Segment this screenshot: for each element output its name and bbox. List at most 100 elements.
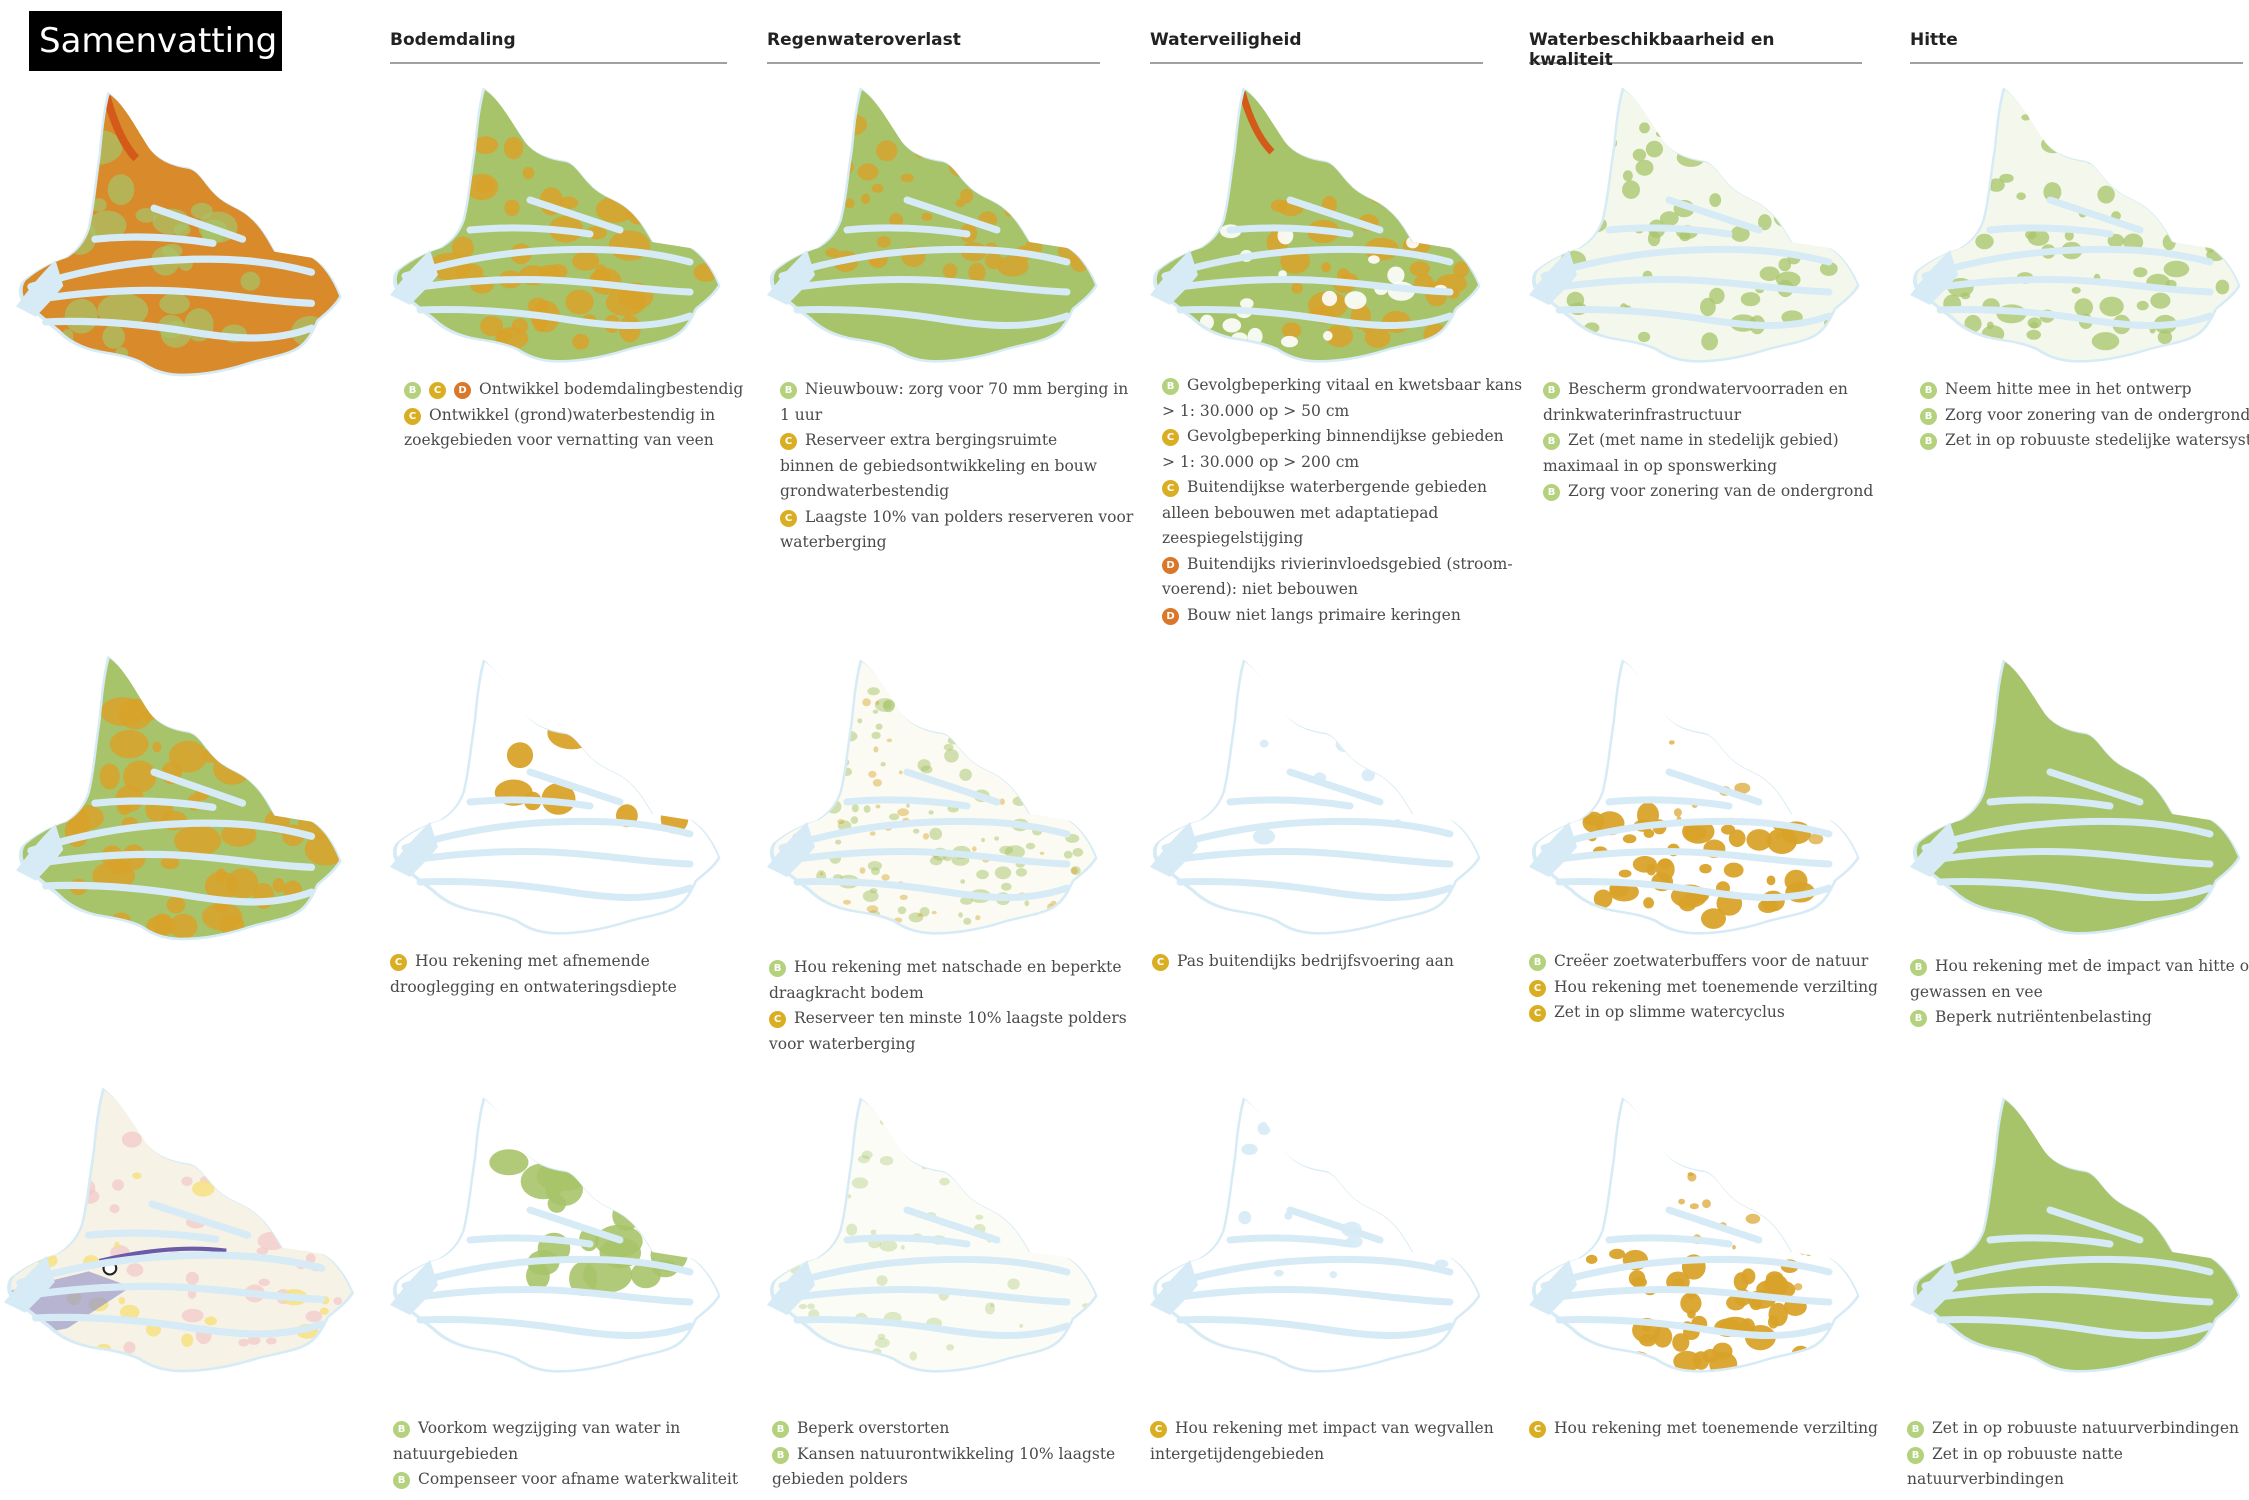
- category-badge-icon: C: [1162, 480, 1179, 497]
- legend-line: D Buitendijks rivierinvloedsgebied (stroo…: [1162, 552, 1522, 578]
- legend-text: 1 uur: [780, 405, 823, 424]
- legend-line: B Bescherm grondwatervoorraden en: [1543, 377, 1873, 403]
- legend-text: Zet in op slimme watercyclus: [1554, 1003, 1785, 1021]
- legend-line: intergetijdengebieden: [1150, 1442, 1494, 1468]
- category-badge-icon: C: [1529, 1005, 1546, 1022]
- legend-text: Ontwikkel (grond)waterbestendig in: [429, 405, 716, 424]
- legend-text: Laagste 10% van polders reserveren voor: [805, 507, 1134, 526]
- category-badge-icon: C: [1162, 429, 1179, 446]
- legend-line: drooglegging en ontwateringsdiepte: [390, 975, 677, 1001]
- legend-line: C Ontwikkel (grond)waterbestendig in: [404, 403, 743, 429]
- legend-line: B C D Ontwikkel bodemdalingbestendig: [404, 377, 743, 403]
- legend-line: natuurverbindingen: [1907, 1467, 2239, 1493]
- legend-bodemdaling-row1: B C D Ontwikkel bodemdalingbestendig C Ontwik…: [404, 377, 743, 454]
- legend-line: B Gevolgbeperking vitaal en kwetsbaar kan…: [1162, 373, 1522, 399]
- map-summary-row3: [4, 1080, 364, 1380]
- map-waterbeschikbaarheid-row2: [1529, 652, 1869, 942]
- map-waterveiligheid-row1: [1150, 80, 1490, 370]
- category-badge-icon: C: [404, 407, 421, 425]
- legend-text: Zet in op robuuste natte: [1932, 1444, 2123, 1463]
- category-badge-icon: B: [772, 1446, 789, 1464]
- category-badge-icon: B: [1910, 959, 1927, 976]
- legend-text: grondwaterbestendig: [780, 482, 950, 500]
- category-badge-icon: C: [1152, 954, 1169, 971]
- legend-line: zeespiegelstijging: [1162, 526, 1522, 552]
- category-badge-icon: D: [1162, 556, 1179, 574]
- map-summary-row2: [16, 648, 351, 948]
- legend-line: B Beperk nutriëntenbelasting: [1910, 1005, 2249, 1031]
- category-badge-icon: C: [780, 433, 797, 450]
- category-badge-icon: C: [1529, 979, 1546, 997]
- category-badge-icon: C: [1150, 1421, 1167, 1438]
- legend-line: gebieden polders: [772, 1467, 1115, 1493]
- category-badge-icon: C: [1529, 1421, 1546, 1438]
- category-badge-icon: D: [1162, 607, 1179, 625]
- map-summary-row1: [16, 84, 351, 384]
- legend-hitte-row1: B Neem hitte mee in het ontwerp B Zorg voor…: [1920, 377, 2249, 454]
- legend-line: B Nieuwbouw: zorg voor 70 mm berging in: [780, 377, 1133, 403]
- legend-text: Beperk nutriëntenbelasting: [1935, 1008, 2152, 1026]
- category-badge-icon: B: [1907, 1421, 1924, 1438]
- legend-text: gewassen en vee: [1910, 982, 2043, 1001]
- legend-regenwateroverlast-row3: B Beperk overstorten B Kansen natuurontwikk…: [772, 1416, 1115, 1493]
- legend-text: zoekgebieden voor vernatting van veen: [404, 431, 714, 449]
- legend-line: B Zorg voor zonering van de ondergrond: [1920, 403, 2249, 429]
- category-badge-icon: B: [404, 382, 421, 399]
- legend-text: Hou rekening met impact van wegvallen: [1175, 1419, 1494, 1437]
- legend-line: C Laagste 10% van polders reserveren voor: [780, 505, 1133, 531]
- legend-text: Creëer zoetwaterbuffers voor de natuur: [1554, 952, 1869, 970]
- legend-line: C Hou rekening met toenemende verzilting: [1529, 1416, 1878, 1442]
- legend-line: grondwaterbestendig: [780, 479, 1133, 505]
- legend-text: Voorkom wegzijging van water in: [418, 1419, 681, 1437]
- category-badge-icon: B: [1543, 484, 1560, 501]
- legend-line: voor waterberging: [769, 1032, 1127, 1058]
- legend-line: voerend): niet bebouwen: [1162, 577, 1522, 603]
- category-badge-icon: C: [429, 382, 446, 399]
- legend-line: drinkwaterinfrastructuur: [1543, 403, 1873, 429]
- legend-line: > 1: 30.000 op > 50 cm: [1162, 399, 1522, 425]
- legend-text: Buitendijks rivierinvloedsgebied (stroom…: [1187, 554, 1513, 573]
- legend-text: maximaal in op sponswerking: [1543, 456, 1777, 475]
- legend-line: B Zorg voor zonering van de ondergrond: [1543, 479, 1873, 505]
- legend-line: C Gevolgbeperking binnendijkse gebieden: [1162, 424, 1522, 450]
- legend-bodemdaling-row2: C Hou rekening met afnemende drooglegging …: [390, 949, 677, 1000]
- map-regenwateroverlast-row2: [767, 652, 1107, 942]
- map-bodemdaling-row1: [390, 80, 730, 370]
- category-badge-icon: B: [1907, 1446, 1924, 1464]
- legend-text: drinkwaterinfrastructuur: [1543, 405, 1742, 424]
- legend-text: drooglegging en ontwateringsdiepte: [390, 977, 677, 996]
- legend-text: Hou rekening met de impact van hitte op: [1935, 957, 2249, 975]
- map-regenwateroverlast-row3: [767, 1090, 1107, 1380]
- legend-text: Hou rekening met natschade en beperkte: [794, 958, 1122, 976]
- legend-hitte-row3: B Zet in op robuuste natuurverbindingen B Z…: [1907, 1416, 2239, 1493]
- category-badge-icon: B: [769, 960, 786, 977]
- category-badge-icon: B: [393, 1421, 410, 1438]
- legend-line: B Zet (met name in stedelijk gebied): [1543, 428, 1873, 454]
- legend-line: natuurgebieden: [393, 1442, 738, 1468]
- legend-hitte-row2: B Hou rekening met de impact van hitte op…: [1910, 954, 2249, 1031]
- legend-waterbeschikbaarheid-row2: B Creëer zoetwaterbuffers voor de natuur C…: [1529, 949, 1878, 1026]
- legend-line: > 1: 30.000 op > 200 cm: [1162, 450, 1522, 476]
- legend-text: Reserveer extra bergingsruimte: [805, 431, 1058, 449]
- column-header-regenwateroverlast: Regenwateroverlast: [767, 30, 1100, 64]
- legend-text: Zet in op robuuste stedelijke watersyste…: [1945, 431, 2249, 449]
- category-badge-icon: B: [1543, 433, 1560, 450]
- legend-line: C Reserveer ten minste 10% laagste polder…: [769, 1006, 1127, 1032]
- legend-line: B Creëer zoetwaterbuffers voor de natuur: [1529, 949, 1878, 975]
- legend-text: voor waterberging: [769, 1034, 916, 1053]
- legend-text: zeespiegelstijging: [1162, 529, 1304, 547]
- map-bodemdaling-row3: [390, 1090, 730, 1380]
- legend-text: waterberging: [780, 533, 887, 551]
- legend-text: Bouw niet langs primaire keringen: [1187, 605, 1461, 624]
- map-bodemdaling-row2: [390, 652, 730, 942]
- legend-regenwateroverlast-row2: B Hou rekening met natschade en beperkte d…: [769, 955, 1127, 1057]
- page-title: Samenvatting: [29, 11, 282, 71]
- legend-text: Gevolgbeperking vitaal en kwetsbaar kans: [1187, 376, 1523, 394]
- legend-line: C Hou rekening met afnemende: [390, 949, 677, 975]
- legend-text: Zorg voor zonering van de ondergrond: [1568, 482, 1874, 500]
- legend-waterbeschikbaarheid-row1: B Bescherm grondwatervoorraden en drinkwat…: [1543, 377, 1873, 505]
- category-badge-icon: B: [393, 1472, 410, 1489]
- legend-line: B Zet in op robuuste natte: [1907, 1442, 2239, 1468]
- map-hitte-row1: [1910, 80, 2249, 370]
- legend-waterveiligheid-row3: C Hou rekening met impact van wegvallen in…: [1150, 1416, 1494, 1467]
